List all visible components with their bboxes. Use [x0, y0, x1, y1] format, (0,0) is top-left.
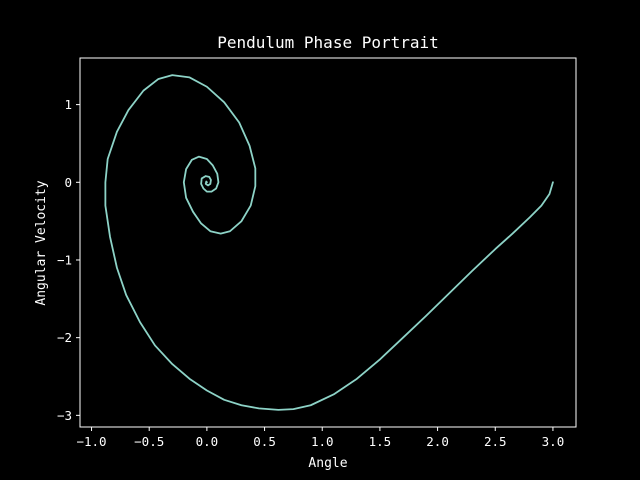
- x-tick-label: 3.0: [542, 434, 565, 449]
- x-tick-label: 2.5: [484, 434, 507, 449]
- plot-area: −1.0 −0.5 0.0 0.5 1.0 1.5 2.0 2.5 3.0 1 0 −1 −2 −3: [57, 57, 577, 449]
- series-line-0: [104, 74, 554, 411]
- x-tick-label: 1.0: [311, 434, 334, 449]
- y-tick-label: 0: [64, 175, 72, 190]
- x-axis-label: Angle: [308, 456, 347, 471]
- y-tick-label: −2: [57, 330, 72, 345]
- y-tick-label: 1: [64, 97, 72, 112]
- chart-title: Pendulum Phase Portrait: [217, 33, 439, 52]
- x-tick-label: −0.5: [134, 434, 164, 449]
- x-tick-label: 0.0: [196, 434, 219, 449]
- x-tick-label: 1.5: [369, 434, 392, 449]
- x-tick-label: −1.0: [76, 434, 106, 449]
- y-tick-label: −1: [57, 252, 72, 267]
- x-tick-label: 2.0: [426, 434, 449, 449]
- x-tick-label: 0.5: [253, 434, 276, 449]
- y-tick-label: −3: [57, 408, 72, 423]
- y-axis-label: Angular Velocity: [34, 180, 49, 305]
- axes-frame: [79, 57, 577, 428]
